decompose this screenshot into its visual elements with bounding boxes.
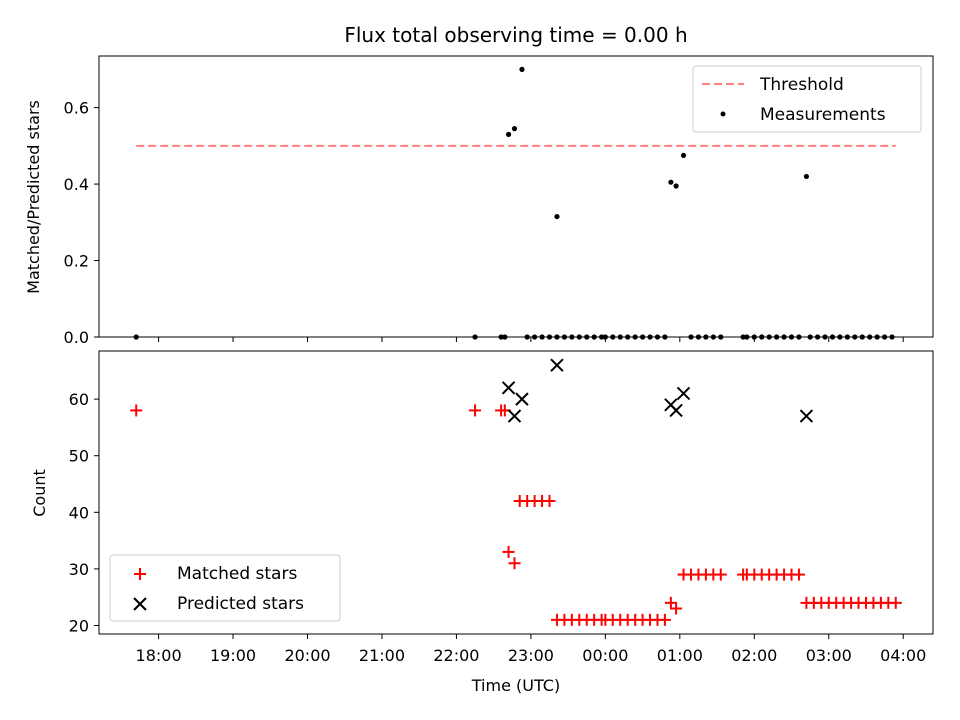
predicted-star-point xyxy=(669,403,683,418)
predicted-star-stroke-b xyxy=(676,386,691,401)
predicted-star-stroke-b xyxy=(669,403,683,418)
bottom-x-tick-label: 19:00 xyxy=(210,646,256,665)
bottom-legend: Matched stars Predicted stars xyxy=(109,554,341,622)
bottom-x-tick-label: 02:00 xyxy=(731,646,777,665)
bottom-y-tick-label: 50 xyxy=(69,447,89,466)
predicted-star-stroke-b xyxy=(515,392,529,406)
top-legend-box xyxy=(692,65,922,133)
predicted-star-point xyxy=(515,392,529,406)
top-y-tick-label: 0.0 xyxy=(64,328,89,347)
predicted-star-stroke-b xyxy=(799,409,814,423)
chart-title: Flux total observing time = 0.00 h xyxy=(344,23,687,47)
bottom-y-tick-label: 30 xyxy=(69,560,89,579)
matched-star-point xyxy=(664,596,677,609)
measurement-point xyxy=(803,173,810,180)
predicted-star-stroke-b xyxy=(550,358,564,372)
bottom-axes-frame xyxy=(98,350,934,635)
predicted-star-point xyxy=(550,358,564,372)
predicted-star-stroke-b xyxy=(501,381,516,395)
matched-star-point xyxy=(469,404,482,417)
legend-matched-marker xyxy=(134,568,146,580)
bottom-x-tick-label: 01:00 xyxy=(657,646,703,665)
bottom-legend-box xyxy=(109,554,341,622)
measurement-point xyxy=(680,152,687,159)
bottom-x-tick-label: 00:00 xyxy=(582,646,628,665)
measurement-point xyxy=(511,126,518,132)
top-y-tick-label: 0.2 xyxy=(64,252,89,271)
bottom-x-tick-label: 20:00 xyxy=(284,646,330,665)
predicted-star-point xyxy=(799,409,814,423)
legend-measurements-marker xyxy=(720,111,726,117)
matched-star-point xyxy=(889,596,902,609)
predicted-star-point xyxy=(501,381,516,395)
bottom-x-tick-label: 21:00 xyxy=(359,646,405,665)
legend-matched-label: Matched stars xyxy=(177,564,297,584)
legend-threshold-label: Threshold xyxy=(759,75,844,95)
matched-star-point xyxy=(658,613,671,626)
top-y-axis-label: Matched/Predicted stars xyxy=(24,100,43,294)
bottom-x-tick-label: 18:00 xyxy=(136,646,182,665)
legend-measurements-label: Measurements xyxy=(760,105,886,125)
bottom-x-tick-label: 22:00 xyxy=(433,646,479,665)
bottom-y-tick-label: 60 xyxy=(69,390,89,409)
measurement-point xyxy=(519,66,525,72)
matched-star-point xyxy=(792,568,805,581)
bottom-x-tick-label: 23:00 xyxy=(508,646,554,665)
bottom-y-axis-label: Count xyxy=(30,469,49,517)
measurement-point xyxy=(673,183,679,189)
legend-predicted-label: Predicted stars xyxy=(177,594,304,614)
bottom-y-tick-label: 40 xyxy=(69,503,89,522)
matched-star-point xyxy=(502,545,515,558)
matched-star-point xyxy=(543,494,556,507)
predicted-star-stroke-b xyxy=(507,409,522,423)
top-axes-frame xyxy=(98,55,934,338)
x-axis-label: Time (UTC) xyxy=(471,676,560,695)
top-legend: Threshold Measurements xyxy=(692,65,922,133)
predicted-star-point xyxy=(507,409,522,423)
measurement-point xyxy=(505,131,512,137)
measurement-point xyxy=(668,179,674,185)
matched-star-point xyxy=(130,404,143,417)
legend-predicted-marker xyxy=(133,597,147,611)
matched-star-point xyxy=(508,557,521,570)
matched-star-point xyxy=(714,568,727,581)
top-y-tick-label: 0.6 xyxy=(64,99,89,118)
measurement-point xyxy=(554,213,560,220)
bottom-x-tick-label: 04:00 xyxy=(880,646,926,665)
bottom-panel: 20 30 40 50 60 18:00 19:00 20:00 21:00 22:00 23:00… xyxy=(69,350,934,665)
predicted-star-point xyxy=(676,386,691,401)
matched-star-point xyxy=(670,602,683,615)
top-y-tick-label: 0.4 xyxy=(64,175,89,194)
bottom-y-tick-label: 20 xyxy=(69,617,89,636)
bottom-x-tick-label: 03:00 xyxy=(806,646,852,665)
